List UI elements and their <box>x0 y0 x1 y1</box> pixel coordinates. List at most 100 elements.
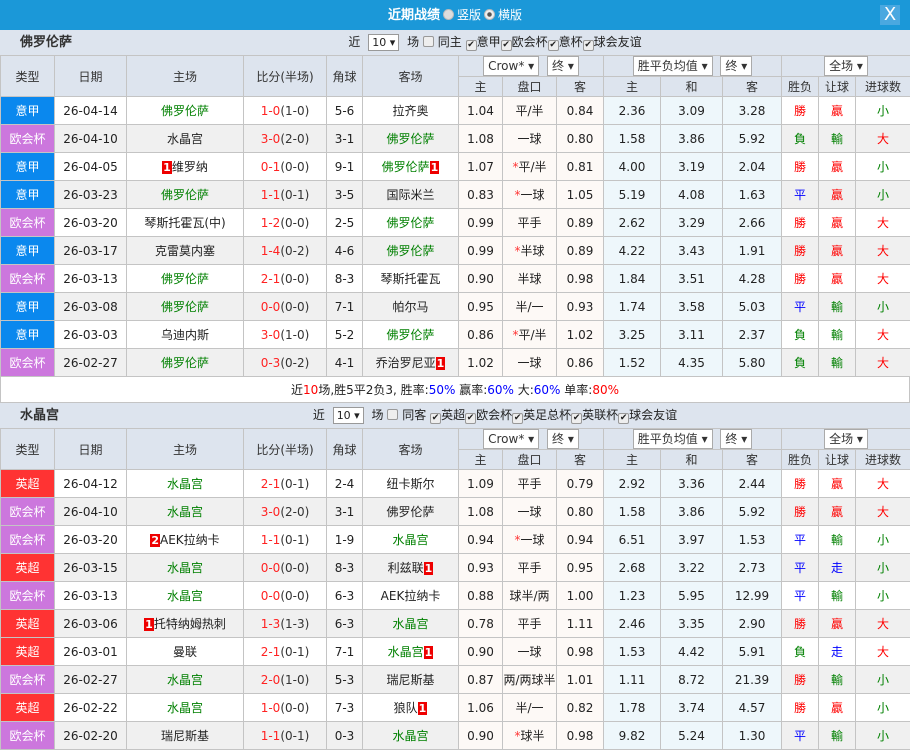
vertical-radio[interactable] <box>442 9 454 20</box>
score-cell[interactable]: 1-1(0-1) <box>243 180 327 209</box>
league-checkbox[interactable]: ✔ <box>500 40 512 51</box>
league-badge[interactable]: 英超 <box>0 609 55 638</box>
league-badge[interactable]: 意甲 <box>0 96 55 125</box>
league-badge[interactable]: 意甲 <box>0 236 55 265</box>
score-cell[interactable]: 3-0(2-0) <box>243 124 327 153</box>
score-cell[interactable]: 2-1(0-0) <box>243 264 327 293</box>
league-badge[interactable]: 欧会杯 <box>0 264 55 293</box>
score-cell[interactable]: 0-3(0-2) <box>243 348 327 377</box>
score-cell[interactable]: 1-4(0-2) <box>243 236 327 265</box>
scope-select[interactable]: 全场 ▾ <box>824 56 868 76</box>
away-team-name[interactable]: 水晶宫 <box>392 533 429 547</box>
score-cell[interactable]: 1-1(0-1) <box>243 525 327 554</box>
match-count-select[interactable]: 10 ▾ <box>332 407 364 424</box>
league-checkbox[interactable]: ✔ <box>618 413 630 424</box>
away-team-name[interactable]: 利兹联 <box>387 561 424 575</box>
away-team-name[interactable]: 佛罗伦萨 <box>386 328 435 342</box>
league-badge[interactable]: 英超 <box>0 637 55 666</box>
league-badge[interactable]: 英超 <box>0 693 55 722</box>
score-cell[interactable]: 1-1(0-1) <box>243 721 327 750</box>
away-team-name[interactable]: 狼队 <box>393 701 418 715</box>
score-cell[interactable]: 1-0(1-0) <box>243 96 327 125</box>
score-cell[interactable]: 2-1(0-1) <box>243 637 327 666</box>
close-button[interactable]: X <box>880 5 900 25</box>
home-team-name[interactable]: 水晶宫 <box>166 561 203 575</box>
score-cell[interactable]: 0-0(0-0) <box>243 292 327 321</box>
home-team-name[interactable]: 佛罗伦萨 <box>160 272 209 286</box>
league-checkbox[interactable]: ✔ <box>547 40 559 51</box>
away-team-name[interactable]: 帕尔马 <box>392 300 429 314</box>
home-team-name[interactable]: 佛罗伦萨 <box>160 188 209 202</box>
league-badge[interactable]: 欧会杯 <box>0 348 55 377</box>
league-badge[interactable]: 意甲 <box>0 292 55 321</box>
league-badge[interactable]: 欧会杯 <box>0 721 55 750</box>
league-badge[interactable]: 英超 <box>0 469 55 498</box>
score-cell[interactable]: 1-0(0-0) <box>243 693 327 722</box>
score-cell[interactable]: 1-2(0-0) <box>243 208 327 237</box>
horizontal-radio[interactable] <box>484 9 495 20</box>
league-checkbox[interactable]: ✔ <box>512 413 524 424</box>
home-team-name[interactable]: 水晶宫 <box>166 132 203 146</box>
away-team-name[interactable]: 佛罗伦萨 <box>381 160 430 174</box>
score-cell[interactable]: 2-1(0-1) <box>243 469 327 498</box>
home-team-name[interactable]: 乌迪内斯 <box>160 328 209 342</box>
odds-final-select[interactable]: 终 ▾ <box>720 56 753 76</box>
scope-select[interactable]: 全场 ▾ <box>824 429 868 449</box>
home-team-name[interactable]: 水晶宫 <box>166 589 203 603</box>
away-team-name[interactable]: 瑞尼斯基 <box>386 673 435 687</box>
league-badge[interactable]: 欧会杯 <box>0 665 55 694</box>
odds-type-select[interactable]: 胜平负均值 ▾ <box>632 56 713 76</box>
league-badge[interactable]: 欧会杯 <box>0 581 55 610</box>
score-cell[interactable]: 3-0(1-0) <box>243 320 327 349</box>
home-team-name[interactable]: 克雷莫内塞 <box>154 244 215 258</box>
away-team-name[interactable]: 水晶宫 <box>392 729 429 743</box>
away-team-name[interactable]: 佛罗伦萨 <box>386 216 435 230</box>
score-cell[interactable]: 2-0(1-0) <box>243 665 327 694</box>
away-team-name[interactable]: 纽卡斯尔 <box>386 477 435 491</box>
home-team-name[interactable]: 水晶宫 <box>166 673 203 687</box>
away-team-name[interactable]: 琴斯托霍瓦 <box>380 272 441 286</box>
home-team-name[interactable]: 佛罗伦萨 <box>160 300 209 314</box>
home-team-name[interactable]: 水晶宫 <box>166 701 203 715</box>
score-cell[interactable]: 1-3(1-3) <box>243 609 327 638</box>
odds-final-select[interactable]: 终 ▾ <box>720 429 753 449</box>
away-team-name[interactable]: AEK拉纳卡 <box>380 589 441 603</box>
home-team-name[interactable]: 曼联 <box>172 645 197 659</box>
same-venue-checkbox[interactable] <box>387 409 399 420</box>
home-team-name[interactable]: AEK拉纳卡 <box>159 533 220 547</box>
handicap-final-select[interactable]: 终 ▾ <box>547 429 579 449</box>
handicap-final-select[interactable]: 终 ▾ <box>547 56 579 76</box>
league-badge[interactable]: 意甲 <box>0 180 55 209</box>
company-select[interactable]: Crow* ▾ <box>483 56 540 76</box>
score-cell[interactable]: 0-0(0-0) <box>243 581 327 610</box>
league-checkbox[interactable]: ✔ <box>571 413 583 424</box>
league-checkbox[interactable]: ✔ <box>582 40 594 51</box>
league-badge[interactable]: 意甲 <box>0 152 55 181</box>
match-count-select[interactable]: 10 ▾ <box>368 34 400 51</box>
away-team-name[interactable]: 国际米兰 <box>386 188 435 202</box>
league-checkbox[interactable]: ✔ <box>465 413 477 424</box>
away-team-name[interactable]: 佛罗伦萨 <box>386 505 435 519</box>
league-badge[interactable]: 欧会杯 <box>0 208 55 237</box>
home-team-name[interactable]: 瑞尼斯基 <box>160 729 209 743</box>
horizontal-label[interactable]: 横版 <box>498 8 523 22</box>
league-badge[interactable]: 意甲 <box>0 320 55 349</box>
score-cell[interactable]: 0-1(0-0) <box>243 152 327 181</box>
league-checkbox[interactable]: ✔ <box>465 40 477 51</box>
home-team-name[interactable]: 维罗纳 <box>171 160 208 174</box>
away-team-name[interactable]: 佛罗伦萨 <box>386 132 435 146</box>
same-venue-checkbox[interactable] <box>422 36 434 47</box>
away-team-name[interactable]: 拉齐奥 <box>392 104 429 118</box>
league-badge[interactable]: 英超 <box>0 553 55 582</box>
score-cell[interactable]: 3-0(2-0) <box>243 497 327 526</box>
home-team-name[interactable]: 水晶宫 <box>166 505 203 519</box>
league-checkbox[interactable]: ✔ <box>430 413 442 424</box>
odds-type-select[interactable]: 胜平负均值 ▾ <box>632 429 713 449</box>
home-team-name[interactable]: 琴斯托霍瓦(中) <box>144 216 226 230</box>
company-select[interactable]: Crow* ▾ <box>483 429 540 449</box>
league-badge[interactable]: 欧会杯 <box>0 497 55 526</box>
away-team-name[interactable]: 佛罗伦萨 <box>386 244 435 258</box>
league-badge[interactable]: 欧会杯 <box>0 525 55 554</box>
home-team-name[interactable]: 佛罗伦萨 <box>160 104 209 118</box>
score-cell[interactable]: 0-0(0-0) <box>243 553 327 582</box>
